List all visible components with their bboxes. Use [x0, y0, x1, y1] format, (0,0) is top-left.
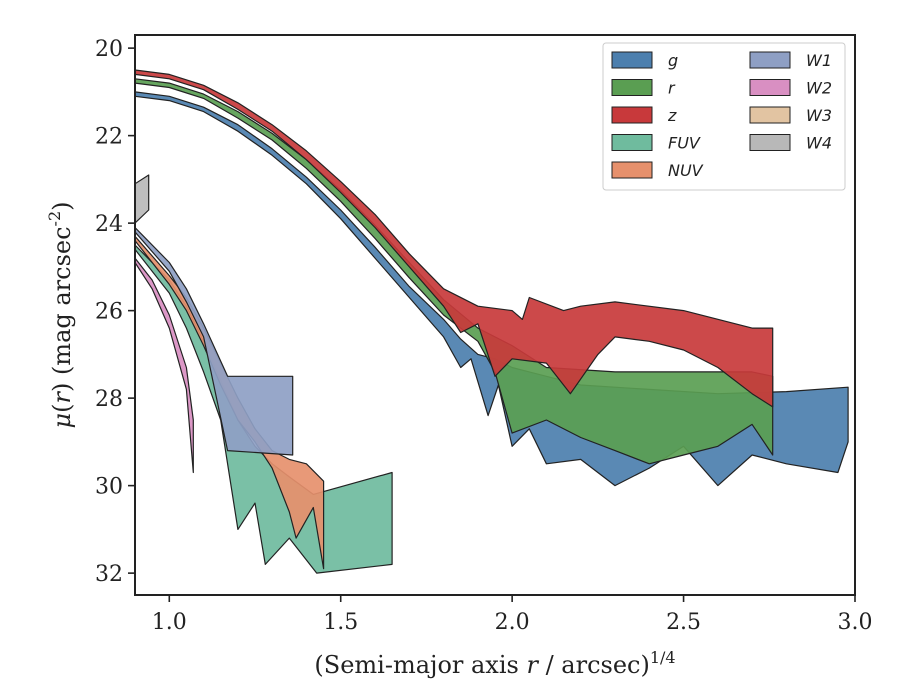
legend-swatch-g: [611, 51, 653, 69]
x-tick-label: 2.0: [495, 610, 530, 635]
legend-swatch-r: [611, 79, 653, 96]
x-tick-label: 3.0: [838, 610, 873, 635]
y-tick-label: 20: [95, 37, 123, 62]
legend-swatch-w1: [749, 51, 791, 69]
band-w2: [135, 257, 194, 474]
y-tick-label: 26: [95, 300, 123, 325]
legend-swatch-w4: [749, 134, 791, 151]
x-tick-label: 2.5: [666, 610, 701, 635]
band-z: [135, 69, 774, 408]
legend-label-nuv: NUV: [668, 161, 704, 180]
profile-bands: [135, 69, 849, 574]
x-tick-label: 1.5: [323, 610, 358, 635]
y-tick-label: 30: [95, 475, 123, 500]
legend-label-g: g: [668, 51, 678, 70]
y-axis: 20 22 24 26 28 30 32: [95, 37, 135, 587]
legend-label-r: r: [668, 79, 676, 98]
y-axis-label: μ(r) (mag arcsec-2): [45, 201, 76, 428]
legend-swatch-fuv: [611, 134, 653, 151]
y-tick-label: 22: [95, 125, 123, 150]
legend-swatch-nuv: [611, 161, 653, 179]
x-axis: 1.0 1.5 2.0 2.5 3.0: [152, 595, 873, 635]
x-axis-label: (Semi-major axis r / arcsec)1/4: [314, 648, 675, 679]
y-tick-label: 28: [95, 387, 123, 412]
y-tick-label: 24: [95, 212, 123, 237]
legend-label-w4: W4: [806, 134, 832, 153]
band-g: [135, 91, 849, 487]
legend-swatch-z: [611, 106, 653, 124]
band-w1: [135, 226, 294, 456]
plot-frame: [134, 34, 856, 596]
x-tick-label: 1.0: [152, 610, 187, 635]
band-w4: [135, 174, 150, 224]
y-tick-label: 32: [95, 562, 123, 587]
legend-label-w2: W2: [806, 79, 832, 98]
legend-label-fuv: FUV: [668, 134, 701, 153]
legend-label-w1: W1: [806, 51, 832, 70]
legend-label-z: z: [667, 106, 677, 125]
legend-label-w3: W3: [806, 106, 832, 125]
legend-swatch-w3: [749, 106, 791, 124]
legend: grz FUV NUV W1 W2 W3 W4: [602, 42, 846, 191]
legend-swatch-w2: [749, 79, 791, 96]
